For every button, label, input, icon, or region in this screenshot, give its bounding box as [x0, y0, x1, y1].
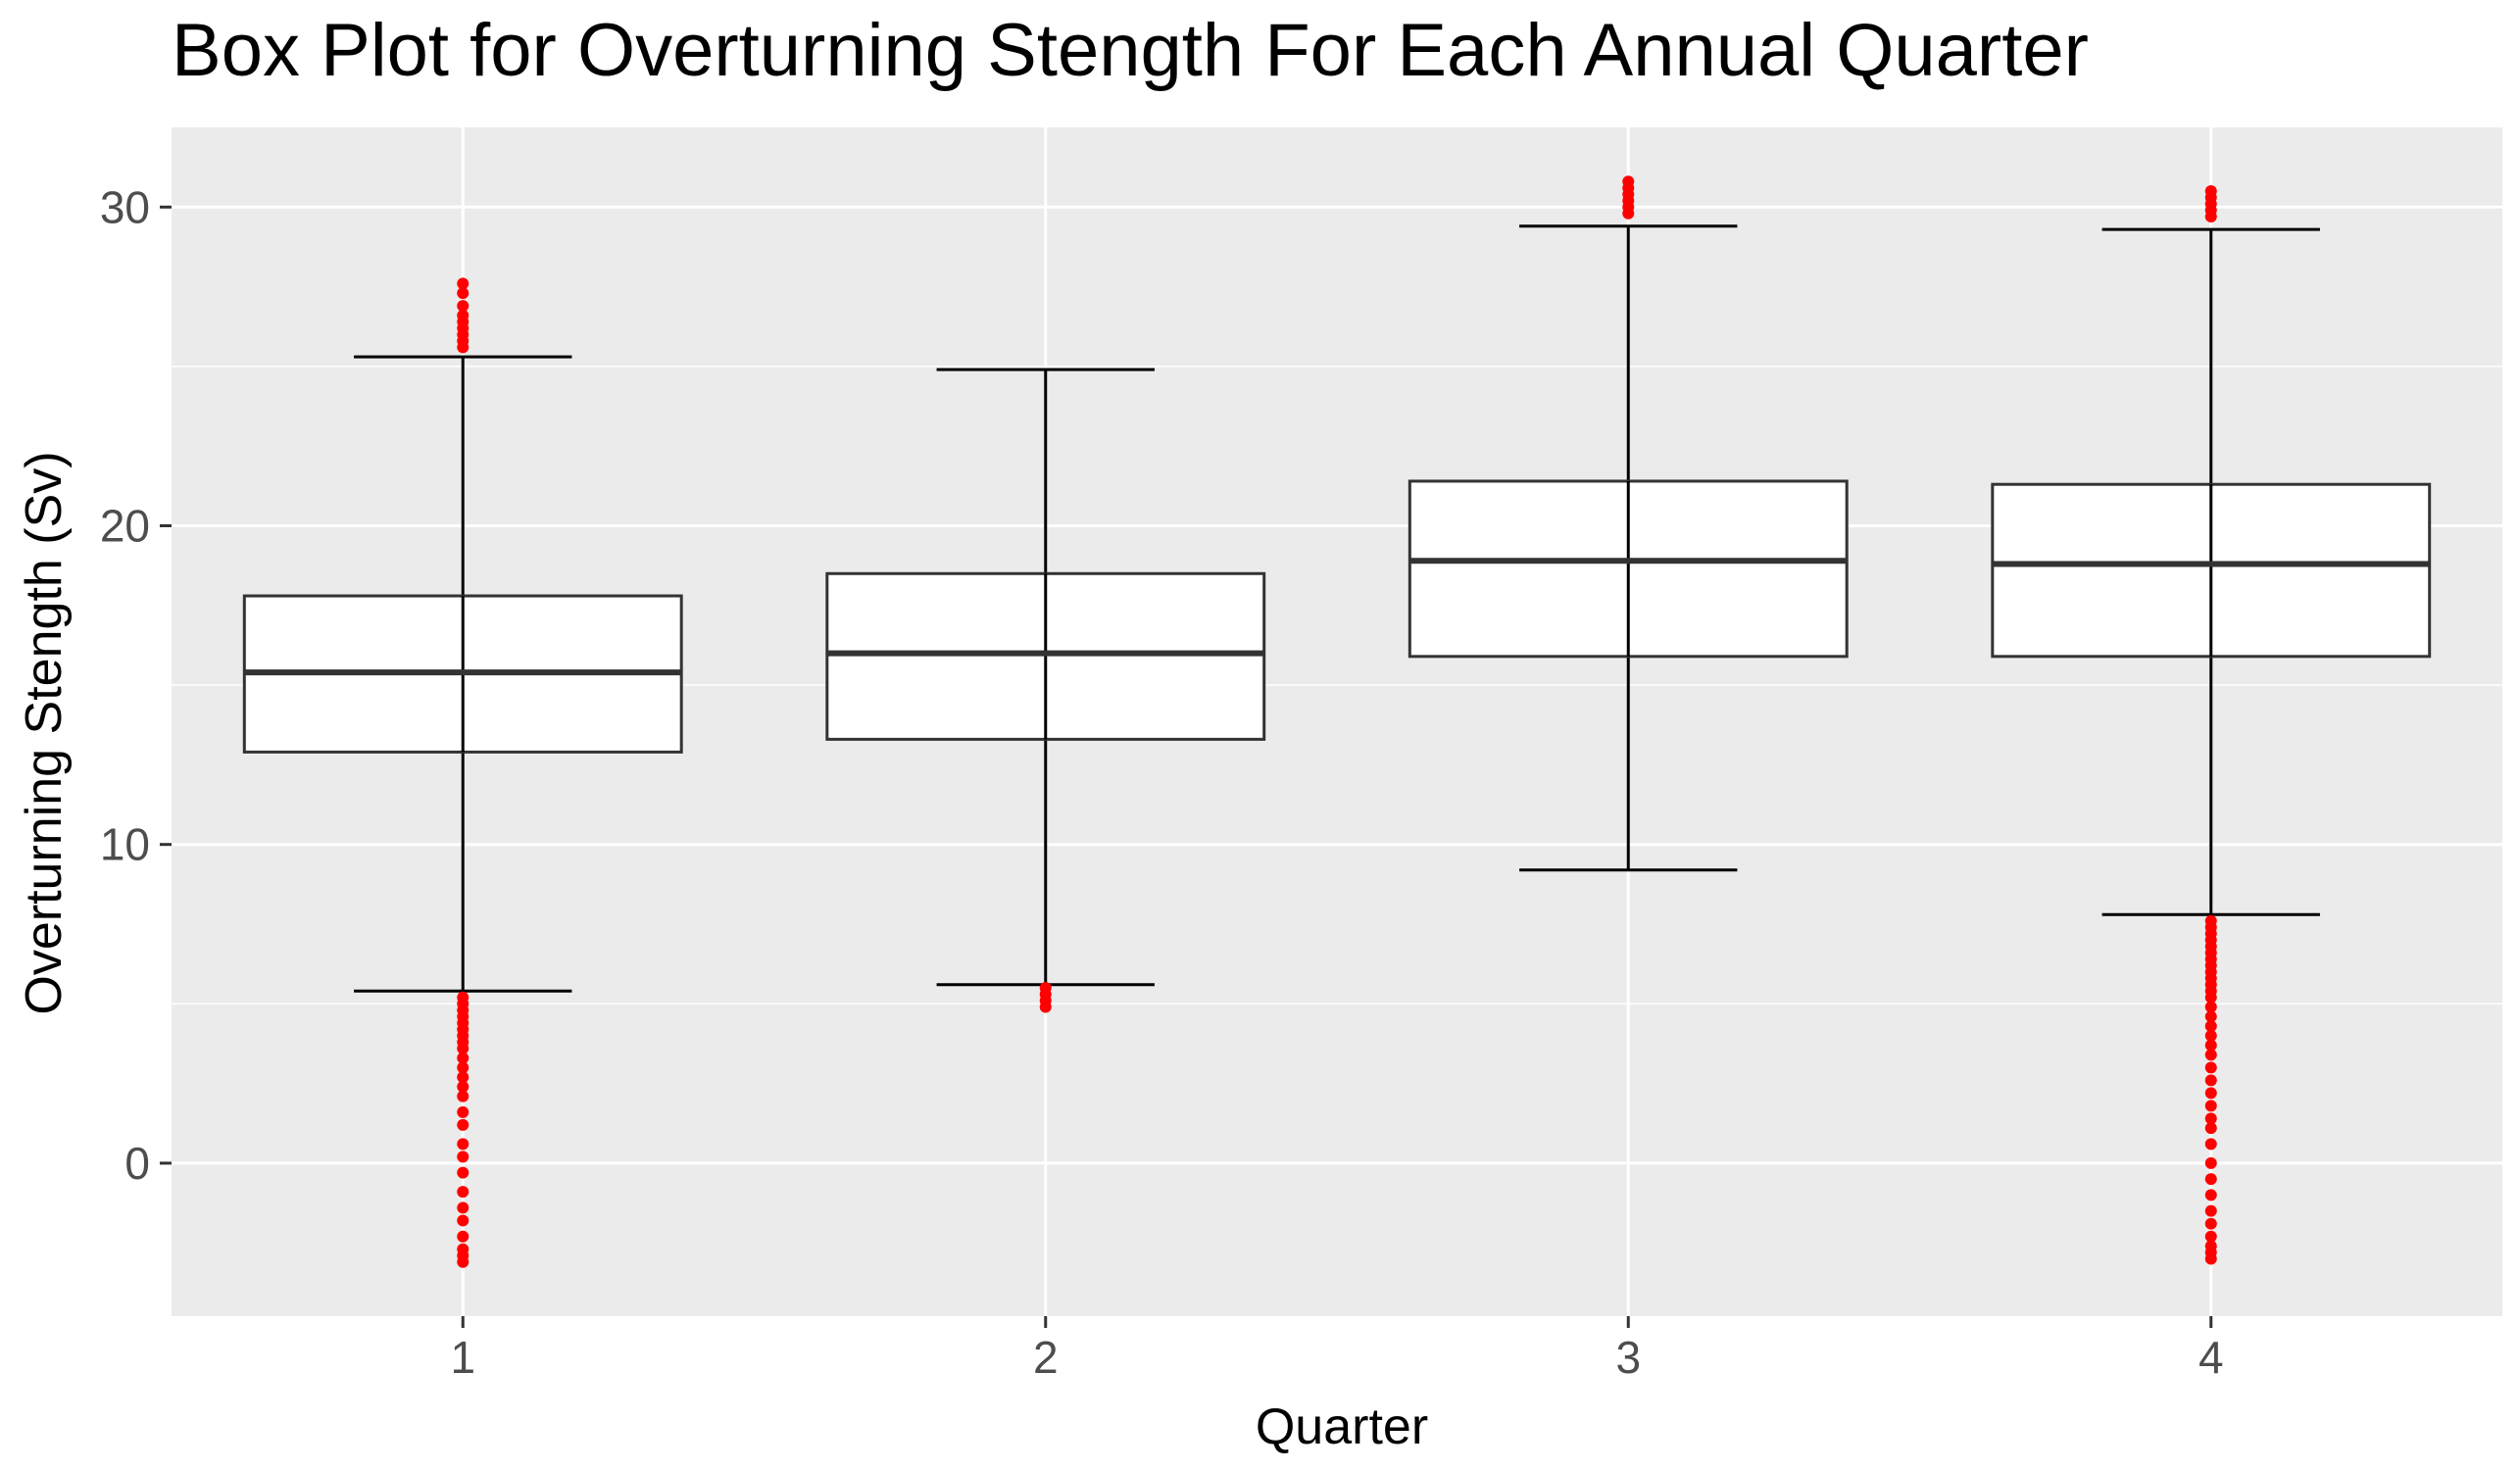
outlier-point — [2204, 1049, 2217, 1061]
box-quarter-3 — [1408, 175, 1849, 872]
outlier-point — [2204, 1039, 2217, 1052]
outlier-point — [457, 1255, 469, 1268]
outlier-point — [2204, 1029, 2217, 1042]
outlier-point — [457, 287, 469, 300]
outlier-point — [457, 1052, 469, 1064]
outlier-point — [2204, 1122, 2217, 1135]
outlier-point — [457, 1201, 469, 1214]
box-quarter-2 — [825, 368, 1266, 1013]
outlier-point — [2204, 1112, 2217, 1125]
outlier-point — [457, 1042, 469, 1054]
x-axis-title: Quarter — [1256, 1398, 1428, 1455]
outlier-point — [2204, 1156, 2217, 1169]
box-quarter-4 — [1991, 185, 2432, 1265]
outlier-point — [457, 1166, 469, 1179]
outlier-point — [457, 1214, 469, 1227]
outlier-point — [457, 1138, 469, 1151]
y-axis-title: Overturning Stength (Sv) — [16, 451, 73, 1014]
outlier-point — [457, 1071, 469, 1084]
outlier-point — [457, 277, 469, 290]
box-quarter-1 — [242, 277, 683, 1268]
outlier-point — [457, 341, 469, 354]
y-tick-label: 10 — [100, 819, 150, 870]
outlier-point — [457, 1118, 469, 1131]
outlier-point — [457, 1061, 469, 1074]
outlier-point — [457, 300, 469, 313]
x-tick-label: 2 — [1033, 1332, 1059, 1383]
outlier-point — [1039, 1001, 1052, 1013]
outlier-point — [457, 1105, 469, 1118]
outlier-point — [2204, 1252, 2217, 1265]
outlier-point — [2204, 1020, 2217, 1033]
outlier-point — [2204, 1173, 2217, 1186]
outlier-point — [2204, 1189, 2217, 1201]
outlier-point — [2204, 1230, 2217, 1243]
y-tick-label: 30 — [100, 181, 150, 232]
outlier-point — [2204, 1074, 2217, 1087]
y-tick-label: 0 — [124, 1138, 150, 1189]
outlier-point — [2204, 991, 2217, 1004]
outlier-point — [1622, 207, 1635, 220]
outlier-point — [457, 1151, 469, 1163]
x-tick-label: 3 — [1615, 1332, 1641, 1383]
outlier-point — [2204, 1001, 2217, 1013]
outlier-point — [2204, 211, 2217, 223]
x-axis: 1 2 3 4 — [450, 1316, 2224, 1383]
outlier-point — [2204, 1087, 2217, 1100]
y-tick-label: 20 — [100, 501, 150, 552]
chart-title: Box Plot for Overturning Stength For Eac… — [172, 9, 2089, 92]
x-tick-label: 1 — [450, 1332, 475, 1383]
outlier-point — [457, 1186, 469, 1199]
box-series — [242, 175, 2432, 1268]
y-axis: 0 10 20 30 — [100, 181, 172, 1189]
outlier-point — [457, 1090, 469, 1102]
x-tick-label: 4 — [2199, 1332, 2224, 1383]
outlier-point — [2204, 1061, 2217, 1074]
outlier-point — [2204, 1204, 2217, 1217]
outlier-point — [2204, 1217, 2217, 1230]
outlier-point — [2204, 1010, 2217, 1023]
outlier-point — [2204, 1100, 2217, 1112]
outlier-point — [2204, 1138, 2217, 1151]
outlier-point — [457, 1080, 469, 1093]
outlier-point — [457, 1230, 469, 1243]
